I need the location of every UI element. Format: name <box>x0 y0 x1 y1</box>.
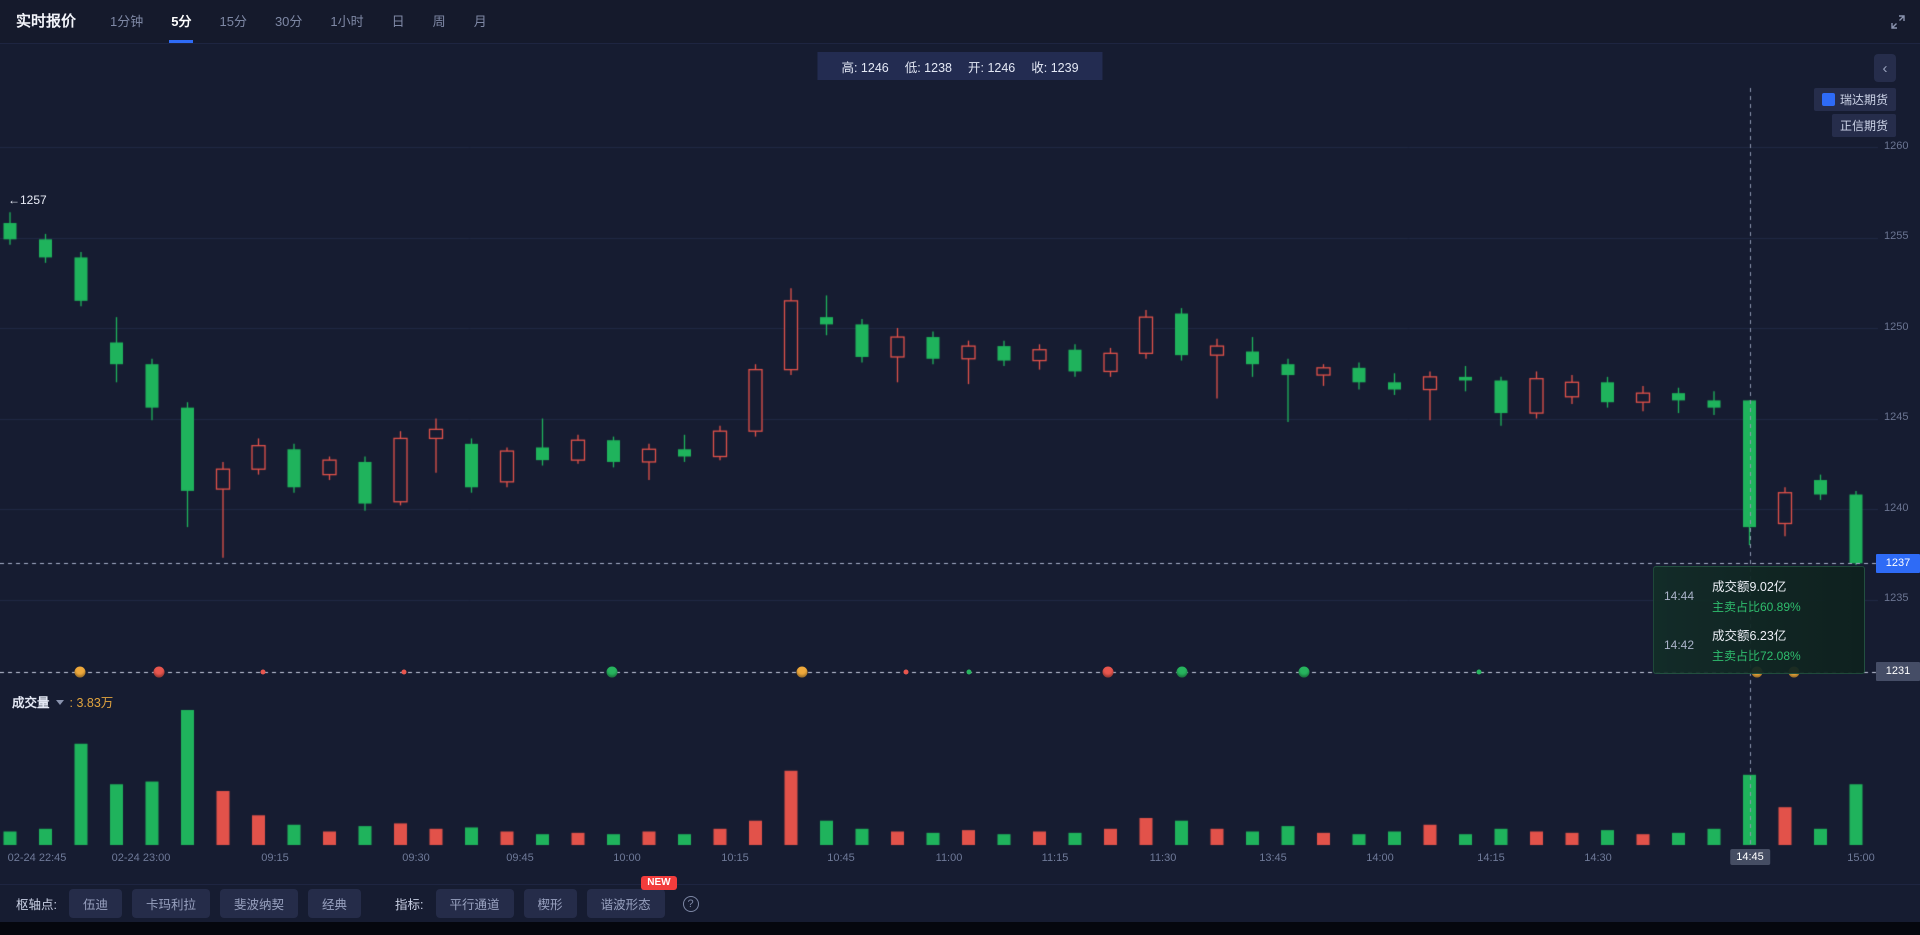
pivot-label: 枢轴点: <box>16 898 57 912</box>
bottom-strip <box>0 922 1920 935</box>
pivot-camarilla-button[interactable]: 卡玛利拉 <box>132 889 211 918</box>
time-axis-label: 11:30 <box>1149 852 1177 864</box>
time-axis-label: 02-24 22:45 <box>7 852 67 864</box>
signal-marker-icon <box>606 666 618 678</box>
broker-label: 正信期货 <box>1839 119 1888 133</box>
ohlc-high: 高: 1246 <box>841 60 889 75</box>
trade-detail-tooltip: 14:44 成交额9.02亿 主卖占比60.89% 14:42 成交额6.23亿… <box>1653 566 1865 674</box>
lower-level-badge: 1231 <box>1876 662 1920 681</box>
candlestick-chart-canvas[interactable] <box>0 0 1920 880</box>
indicator-wedge-button[interactable]: 楔形 <box>523 889 577 918</box>
tab-5min[interactable]: 5分 <box>169 0 194 43</box>
time-axis-label: 09:45 <box>506 852 534 864</box>
time-axis-label: 10:00 <box>613 852 641 864</box>
signal-marker-icon <box>1476 669 1482 675</box>
ohlc-bar: 高: 1246 低: 1238 开: 1246 收: 1239 <box>817 52 1103 80</box>
topbar: 实时报价 1分钟 5分 15分 30分 1小时 日 周 月 <box>0 0 1920 44</box>
time-axis-label: 11:00 <box>935 852 963 864</box>
broker-badge-icon <box>1821 93 1835 106</box>
footer-toolbar: 枢轴点: 伍迪 卡玛利拉 斐波纳契 经典 指标: 平行通道 楔形 谐波形态 NE… <box>0 876 1920 922</box>
tooltip-values: 成交额6.23亿 主卖占比72.08% <box>1712 625 1801 664</box>
time-axis-label: 14:30 <box>1584 852 1612 864</box>
time-axis-label: 09:15 <box>261 852 289 864</box>
signal-marker-icon <box>74 666 86 678</box>
time-axis-label: 11:15 <box>1041 852 1069 864</box>
tab-1min[interactable]: 1分钟 <box>110 14 144 29</box>
time-axis-label: 13:45 <box>1259 852 1287 864</box>
broker-item-zhengxin[interactable]: 正信期货 <box>1831 114 1896 137</box>
tooltip-row: 14:42 成交额6.23亿 主卖占比72.08% <box>1664 625 1854 664</box>
help-icon[interactable]: ? <box>682 895 699 912</box>
tooltip-row: 14:44 成交额9.02亿 主卖占比60.89% <box>1664 576 1854 615</box>
fullscreen-icon[interactable] <box>1890 14 1906 35</box>
indicator-harmonic-label: 谐波形态 <box>600 898 651 912</box>
page-title: 实时报价 <box>16 13 77 30</box>
new-badge: NEW <box>641 876 677 890</box>
signal-marker-icon <box>1298 666 1310 678</box>
price-tick: 1255 <box>1884 230 1909 242</box>
signal-marker-icon <box>401 669 407 675</box>
indicator-label: 指标: <box>395 898 424 912</box>
ohlc-low: 低: 1238 <box>904 60 952 75</box>
time-axis-label: 15:00 <box>1847 852 1875 864</box>
tooltip-time: 14:44 <box>1664 588 1695 603</box>
tab-15min[interactable]: 15分 <box>219 14 247 29</box>
pivot-classic-button[interactable]: 经典 <box>308 889 362 918</box>
time-axis: 02-24 22:45 02-24 23:00 09:15 09:30 09:45 10:… <box>0 849 1920 871</box>
broker-item-ruida[interactable]: 瑞达期货 <box>1813 88 1896 111</box>
ohlc-open: 开: 1246 <box>968 60 1016 75</box>
price-tick: 1245 <box>1884 411 1909 423</box>
time-label-selected: 14:45 <box>1730 849 1770 865</box>
tooltip-ratio: 主卖占比72.08% <box>1712 649 1801 663</box>
price-tick: 1260 <box>1884 140 1909 152</box>
indicator-parallel-channel-button[interactable]: 平行通道 <box>435 889 514 918</box>
signal-marker-icon <box>260 669 266 675</box>
tooltip-amount: 成交额9.02亿 <box>1712 580 1787 594</box>
signal-marker-icon <box>1102 666 1114 678</box>
collapse-panel-button[interactable]: ‹ <box>1874 54 1896 82</box>
session-high-marker: ←1257 <box>8 193 47 207</box>
pivot-woodie-button[interactable]: 伍迪 <box>68 889 122 918</box>
tab-day[interactable]: 日 <box>391 14 405 29</box>
current-price-badge: 1237 <box>1876 554 1920 573</box>
signal-marker-icon <box>966 669 972 675</box>
tab-week[interactable]: 周 <box>432 14 446 29</box>
price-tick: 1235 <box>1884 592 1909 604</box>
signal-marker-icon <box>796 666 808 678</box>
tab-month[interactable]: 月 <box>473 14 487 29</box>
volume-indicator-label[interactable]: 成交量 <box>12 696 50 710</box>
volume-value: : 3.83万 <box>69 696 114 710</box>
time-axis-label: 14:00 <box>1366 852 1394 864</box>
time-axis-label: 10:15 <box>721 852 749 864</box>
signal-marker-icon <box>903 669 909 675</box>
tooltip-ratio: 主卖占比60.89% <box>1712 600 1801 614</box>
broker-label: 瑞达期货 <box>1839 93 1888 107</box>
tooltip-amount: 成交额6.23亿 <box>1712 629 1787 643</box>
tooltip-values: 成交额9.02亿 主卖占比60.89% <box>1712 576 1801 615</box>
signal-marker-icon <box>1176 666 1188 678</box>
timeframe-tabs: 1分钟 5分 15分 30分 1小时 日 周 月 <box>110 0 487 43</box>
tab-1hour[interactable]: 1小时 <box>330 14 364 29</box>
price-tick: 1240 <box>1884 502 1909 514</box>
time-axis-label: 09:30 <box>402 852 430 864</box>
chevron-down-icon[interactable] <box>55 700 64 705</box>
tab-30min[interactable]: 30分 <box>274 14 303 29</box>
time-axis-label: 02-24 23:00 <box>111 852 171 864</box>
price-tick: 1250 <box>1884 321 1909 333</box>
volume-header: 成交量 : 3.83万 <box>12 692 113 711</box>
time-axis-label: 14:15 <box>1477 852 1505 864</box>
signal-marker-icon <box>153 666 165 678</box>
pivot-fibonacci-button[interactable]: 斐波纳契 <box>220 889 299 918</box>
ohlc-close: 收: 1239 <box>1031 60 1079 75</box>
tooltip-time: 14:42 <box>1664 637 1695 652</box>
time-axis-label: 10:45 <box>827 852 855 864</box>
indicator-harmonic-button[interactable]: 谐波形态 NEW <box>586 876 677 918</box>
